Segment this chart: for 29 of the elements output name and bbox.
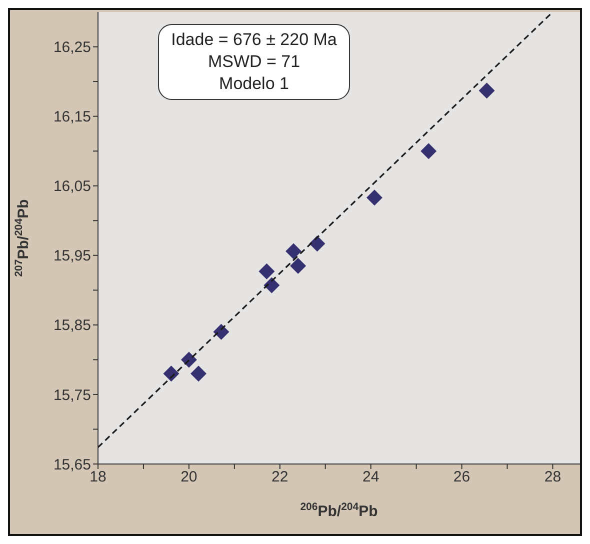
point xyxy=(264,277,280,294)
point xyxy=(478,82,495,99)
y-tick-label: 15,65 xyxy=(53,456,91,474)
point xyxy=(309,236,326,252)
point xyxy=(366,190,382,206)
y-tick-label: 16,05 xyxy=(53,178,91,196)
y-tick-label: 15,95 xyxy=(53,248,91,265)
x-tick-label: 18 xyxy=(90,468,106,486)
annotation: Idade = 676 ± 220 Ma xyxy=(170,29,338,51)
x-tick-label: 28 xyxy=(544,468,562,486)
y-tick-label: 15,85 xyxy=(53,317,91,334)
point xyxy=(420,143,437,160)
annotation: Modelo 1 xyxy=(218,73,290,95)
x-tick-label: 22 xyxy=(272,468,288,486)
point xyxy=(163,366,180,382)
x-tick-label: 24 xyxy=(362,468,380,486)
point xyxy=(213,324,230,340)
y-tick-label: 16,25 xyxy=(53,39,91,56)
annotation: MSWD = 71 xyxy=(206,51,302,73)
y-tick-label: 16,15 xyxy=(53,108,91,126)
x-axis-title: $^{206}$Pb/$^{204}$Pb xyxy=(300,501,378,520)
y-tick-label: 15,75 xyxy=(53,386,91,404)
x-tick-label: 26 xyxy=(453,468,470,486)
point xyxy=(290,258,306,274)
point xyxy=(286,243,302,260)
point xyxy=(190,366,206,382)
point xyxy=(258,263,275,280)
x-tick-label: 20 xyxy=(180,468,198,486)
point xyxy=(180,352,197,368)
